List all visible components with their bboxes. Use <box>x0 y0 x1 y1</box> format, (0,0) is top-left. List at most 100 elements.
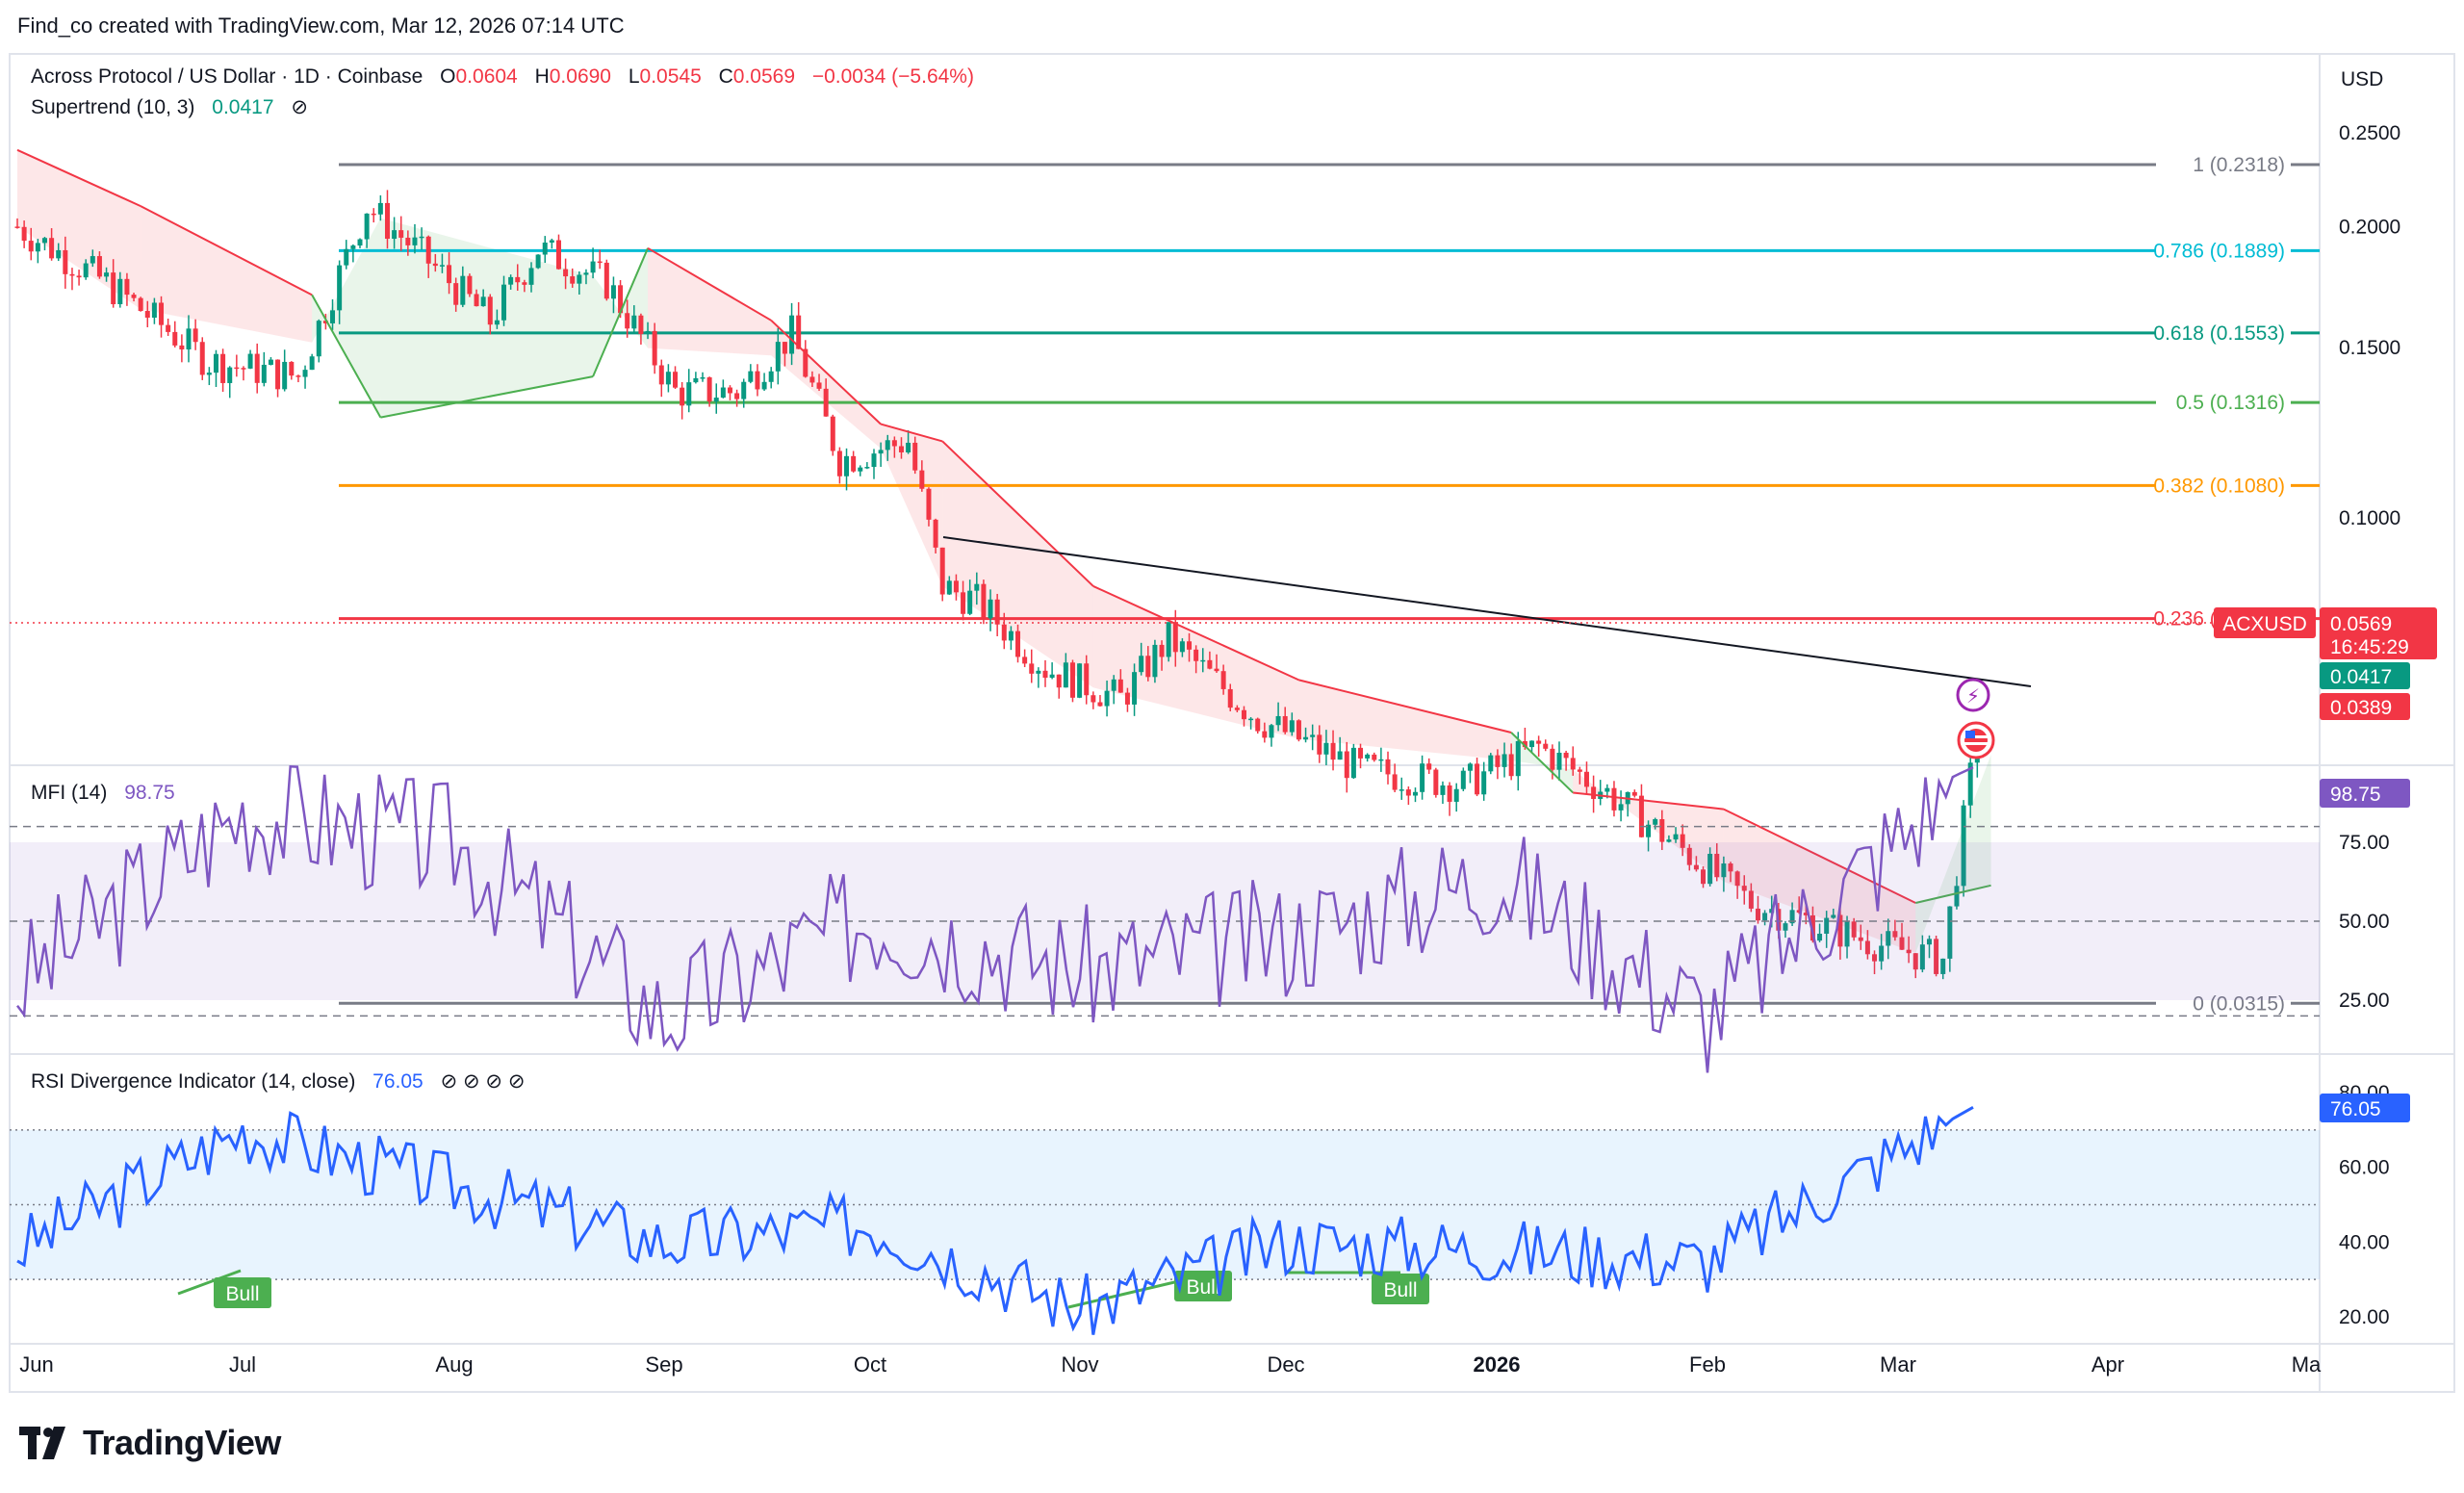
candle-body[interactable] <box>1488 755 1494 772</box>
candle-body[interactable] <box>1919 944 1925 970</box>
candle-body[interactable] <box>1604 787 1610 792</box>
candle-body[interactable] <box>755 371 760 390</box>
candle-body[interactable] <box>1405 789 1411 796</box>
candle-body[interactable] <box>282 361 288 390</box>
candle-body[interactable] <box>49 238 55 259</box>
candle-body[interactable] <box>939 547 945 595</box>
candle-body[interactable] <box>261 364 267 383</box>
candle-body[interactable] <box>570 276 576 284</box>
candle-body[interactable] <box>974 583 980 591</box>
candle-body[interactable] <box>1420 763 1425 792</box>
candle-body[interactable] <box>1262 731 1268 738</box>
candle-body[interactable] <box>1029 663 1035 674</box>
candle-body[interactable] <box>56 249 62 259</box>
candle-body[interactable] <box>967 590 973 614</box>
candle-body[interactable] <box>652 330 657 366</box>
candle-body[interactable] <box>1714 853 1720 878</box>
candle-body[interactable] <box>1453 788 1459 802</box>
candle-body[interactable] <box>1001 624 1007 641</box>
candle-body[interactable] <box>1303 736 1309 740</box>
candle-body[interactable] <box>1851 921 1857 938</box>
candle-body[interactable] <box>179 345 185 350</box>
candle-body[interactable] <box>590 261 596 273</box>
candle-body[interactable] <box>1755 908 1760 921</box>
candle-body[interactable] <box>1824 917 1830 934</box>
candle-body[interactable] <box>192 328 198 343</box>
candle-body[interactable] <box>1036 670 1041 674</box>
candle-body[interactable] <box>851 455 857 472</box>
candle-body[interactable] <box>1536 740 1542 744</box>
candle-body[interactable] <box>1310 734 1316 737</box>
candle-body[interactable] <box>166 324 171 332</box>
main-legend-row[interactable]: Across Protocol / US Dollar · 1D · Coinb… <box>31 65 974 88</box>
currency-label[interactable]: USD <box>2341 68 2383 90</box>
candle-body[interactable] <box>35 243 40 252</box>
candle-body[interactable] <box>1522 740 1527 748</box>
candle-body[interactable] <box>289 361 295 376</box>
candle-body[interactable] <box>1864 940 1870 955</box>
candle-body[interactable] <box>453 283 459 305</box>
candle-body[interactable] <box>603 262 609 299</box>
candle-body[interactable] <box>508 276 514 285</box>
candle-body[interactable] <box>227 367 233 383</box>
candle-body[interactable] <box>1214 668 1219 672</box>
candle-body[interactable] <box>1618 804 1624 811</box>
candle-body[interactable] <box>419 236 424 239</box>
candle-body[interactable] <box>247 353 253 369</box>
candle-body[interactable] <box>542 243 548 255</box>
candle-body[interactable] <box>748 371 754 382</box>
candle-body[interactable] <box>275 359 281 390</box>
candle-body[interactable] <box>117 278 123 305</box>
candle-body[interactable] <box>1097 702 1103 707</box>
candle-body[interactable] <box>1350 747 1356 779</box>
candle-body[interactable] <box>1227 688 1233 708</box>
candle-body[interactable] <box>69 273 75 276</box>
candle-body[interactable] <box>234 367 240 370</box>
candle-body[interactable] <box>816 382 822 389</box>
bull-divergence-group[interactable]: Bull Bull Bull <box>177 1269 1429 1309</box>
candle-body[interactable] <box>1646 824 1652 837</box>
candle-body[interactable] <box>1124 692 1130 705</box>
candle-body[interactable] <box>1015 631 1021 657</box>
candle-body[interactable] <box>1515 740 1521 777</box>
candle-body[interactable] <box>1022 656 1028 664</box>
candle-body[interactable] <box>953 580 959 593</box>
candle-body[interactable] <box>138 297 143 312</box>
candle-body[interactable] <box>344 248 349 266</box>
candle-body[interactable] <box>1372 754 1377 760</box>
candle-body[interactable] <box>782 342 787 354</box>
candle-body[interactable] <box>727 387 732 394</box>
candle-body[interactable] <box>1475 763 1480 795</box>
candle-body[interactable] <box>1241 709 1246 720</box>
candle-body[interactable] <box>645 330 651 335</box>
candle-body[interactable] <box>631 315 637 329</box>
candle-body[interactable] <box>809 376 815 383</box>
candle-body[interactable] <box>1056 674 1062 688</box>
candle-body[interactable] <box>1042 670 1048 679</box>
candle-body[interactable] <box>926 488 932 520</box>
candle-body[interactable] <box>1440 785 1446 795</box>
candle-body[interactable] <box>1858 937 1863 941</box>
candle-body[interactable] <box>761 381 767 390</box>
candle-body[interactable] <box>515 276 521 283</box>
candle-body[interactable] <box>1248 718 1254 721</box>
candle-body[interactable] <box>1385 759 1391 775</box>
candle-body[interactable] <box>398 230 404 238</box>
candle-body[interactable] <box>1577 769 1582 772</box>
candle-body[interactable] <box>1721 863 1727 878</box>
candle-body[interactable] <box>638 315 644 335</box>
candle-body[interactable] <box>90 256 95 264</box>
candle-body[interactable] <box>1282 715 1288 733</box>
candle-body[interactable] <box>898 446 904 452</box>
candle-body[interactable] <box>83 263 89 278</box>
candle-body[interactable] <box>1879 945 1885 962</box>
candle-body[interactable] <box>768 371 774 382</box>
candle-body[interactable] <box>912 442 918 471</box>
candle-body[interactable] <box>1556 752 1562 770</box>
us-flag-event-icon[interactable] <box>1957 721 1995 759</box>
candle-body[interactable] <box>1008 631 1014 641</box>
candle-body[interactable] <box>330 310 336 323</box>
candle-body[interactable] <box>220 353 226 383</box>
candle-body[interactable] <box>1701 869 1707 885</box>
